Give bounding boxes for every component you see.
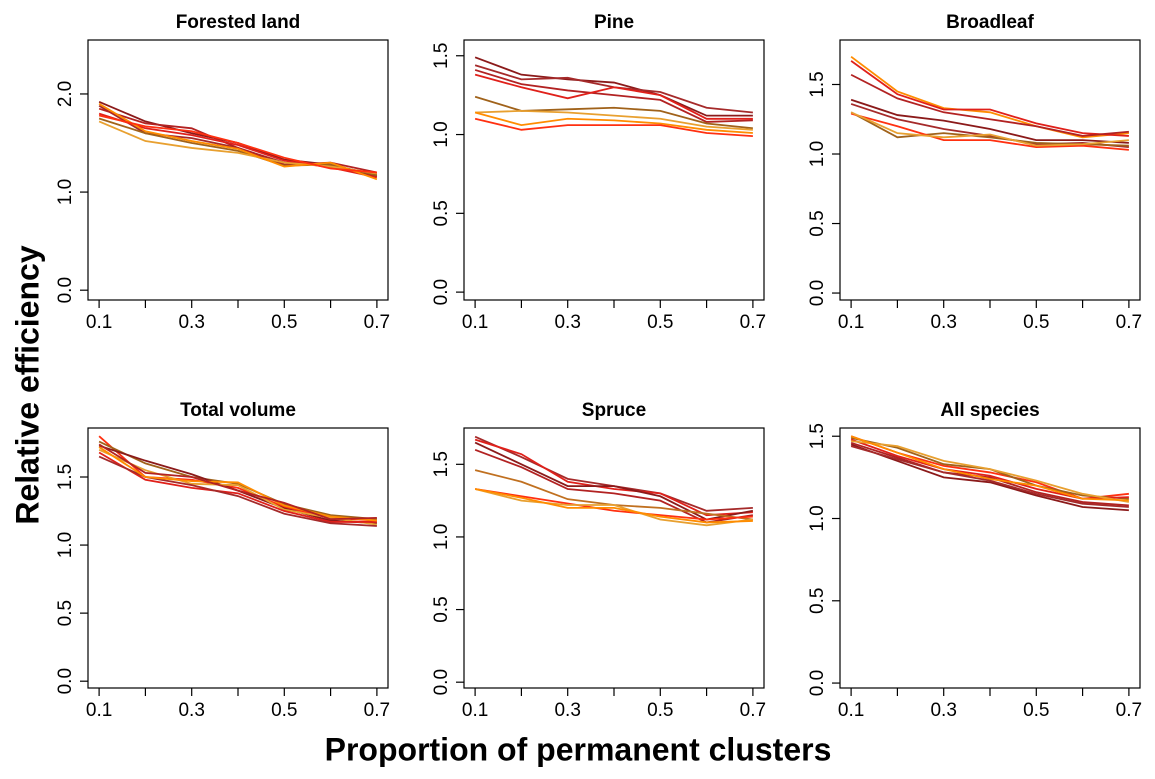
y-tick-label: 1.5 (807, 423, 828, 449)
data-line (474, 117, 753, 138)
data-line (850, 441, 1129, 507)
x-tick-label: 0.7 (1116, 700, 1142, 721)
y-tick-label: 1.5 (55, 464, 76, 490)
x-axis-title: Proportion of permanent clusters (325, 731, 832, 767)
data-line (474, 73, 753, 120)
plot-frame (463, 39, 765, 301)
data-line (98, 448, 378, 526)
data-line (850, 445, 1129, 508)
data-line (98, 114, 377, 174)
x-tick-label: 0.5 (1023, 700, 1049, 721)
y-tick-label: 1.5 (807, 71, 828, 97)
data-line (98, 435, 377, 522)
x-tick-label: 0.1 (86, 312, 112, 333)
x-tick-label: 0.7 (364, 312, 390, 333)
y-tick-label: 1.0 (431, 524, 452, 550)
data-line (851, 440, 1130, 503)
panel-title: Spruce (582, 400, 646, 421)
y-tick-label: 0.0 (807, 670, 828, 696)
y-tick-label: 0.5 (431, 596, 452, 622)
y-tick-label: 1.0 (55, 179, 76, 205)
y-tick-label: 1.0 (431, 121, 452, 147)
x-tick-label: 0.7 (740, 312, 766, 333)
data-line (850, 435, 1129, 502)
y-tick-label: 1.0 (807, 505, 828, 531)
y-tick-label: 0.0 (55, 668, 76, 694)
data-line (474, 488, 753, 521)
x-tick-label: 0.5 (271, 312, 297, 333)
data-line (98, 103, 378, 181)
x-tick-label: 0.5 (271, 700, 297, 721)
data-line (850, 98, 1129, 144)
data-line (850, 103, 1129, 148)
data-line (98, 443, 377, 521)
data-line (98, 117, 378, 177)
x-tick-label: 0.5 (1023, 312, 1049, 333)
y-tick-label: 0.5 (807, 210, 828, 236)
data-line (474, 56, 753, 117)
panel-title: Forested land (176, 12, 301, 33)
panel-title: All species (940, 400, 1039, 421)
data-line (850, 443, 1129, 512)
y-tick-label: 1.5 (431, 451, 452, 477)
y-tick-label: 0.5 (431, 200, 452, 226)
y-tick-label: 0.0 (807, 280, 828, 306)
panel-title: Broadleaf (946, 12, 1034, 33)
panel-title: Pine (594, 12, 634, 33)
plot-frame (463, 427, 765, 689)
data-line (98, 440, 377, 521)
y-tick-label: 2.0 (55, 81, 76, 107)
y-tick-label: 0.5 (55, 600, 76, 626)
x-tick-label: 0.1 (462, 700, 488, 721)
x-tick-label: 0.1 (462, 312, 488, 333)
data-line (474, 488, 754, 527)
x-tick-label: 0.3 (554, 700, 580, 721)
x-tick-label: 0.1 (838, 700, 864, 721)
data-line (474, 69, 753, 123)
y-tick-label: 1.0 (55, 532, 76, 558)
x-tick-label: 0.3 (554, 312, 580, 333)
y-axis-title: Relative efficiency (9, 245, 45, 524)
x-tick-label: 0.7 (364, 700, 390, 721)
y-tick-label: 1.5 (431, 43, 452, 69)
x-tick-label: 0.7 (1116, 312, 1142, 333)
x-tick-label: 0.5 (647, 700, 673, 721)
data-line (850, 111, 1129, 147)
y-tick-label: 0.0 (55, 277, 76, 303)
x-tick-label: 0.7 (740, 700, 766, 721)
y-tick-label: 1.0 (807, 141, 828, 167)
plot-frame (839, 39, 1141, 301)
panel-title: Total volume (180, 400, 296, 421)
x-tick-label: 0.5 (647, 312, 673, 333)
y-tick-label: 0.0 (431, 279, 452, 305)
x-tick-label: 0.1 (86, 700, 112, 721)
data-line (850, 73, 1129, 137)
data-line (850, 112, 1129, 151)
data-line (850, 60, 1129, 137)
data-line (475, 110, 753, 131)
data-line (474, 488, 753, 524)
plot-frame (839, 427, 1141, 689)
data-line (98, 451, 377, 523)
data-line (98, 446, 377, 522)
data-line (98, 120, 378, 175)
data-line (98, 107, 378, 174)
y-tick-label: 0.5 (807, 588, 828, 614)
data-line (98, 112, 378, 179)
x-tick-label: 0.3 (178, 312, 204, 333)
data-line (850, 55, 1129, 139)
x-tick-label: 0.3 (930, 312, 956, 333)
data-line (474, 438, 753, 517)
y-tick-label: 0.0 (431, 669, 452, 695)
x-tick-label: 0.3 (178, 700, 204, 721)
x-tick-label: 0.3 (930, 700, 956, 721)
x-tick-label: 0.1 (838, 312, 864, 333)
data-line (474, 111, 753, 134)
